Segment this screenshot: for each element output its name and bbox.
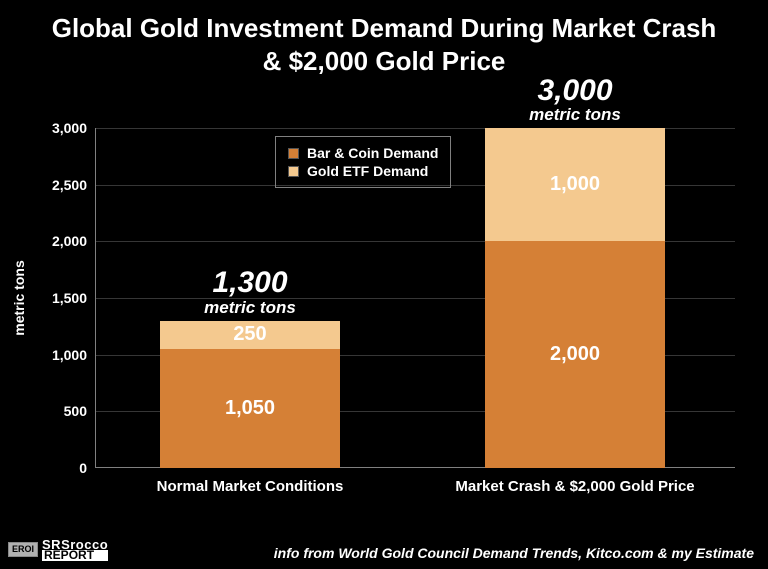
x-category-label: Market Crash & $2,000 Gold Price [425,478,725,495]
y-tick-label: 2,000 [42,233,87,249]
eroi-badge: EROI [8,542,38,557]
chart-plot-area: metric tons 05001,0001,5002,0002,5003,00… [95,128,735,468]
legend-item: Gold ETF Demand [288,163,438,179]
legend-swatch [288,148,299,159]
bar-total-label: 3,000metric tons [485,75,665,124]
bar-total-label: 1,300metric tons [160,267,340,316]
source-note: info from World Gold Council Demand Tren… [274,545,754,561]
brand-name-bottom: REPORT [42,550,108,561]
legend-label: Gold ETF Demand [307,163,428,179]
legend: Bar & Coin Demand Gold ETF Demand [275,136,451,188]
y-axis-label: metric tons [11,260,27,335]
chart-title: Global Gold Investment Demand During Mar… [0,0,768,77]
bar-segment: 1,050 [160,349,340,468]
y-tick-label: 0 [42,460,87,476]
bar-segment: 2,000 [485,241,665,468]
y-tick-label: 3,000 [42,120,87,136]
legend-swatch [288,166,299,177]
y-tick-label: 500 [42,403,87,419]
legend-item: Bar & Coin Demand [288,145,438,161]
legend-label: Bar & Coin Demand [307,145,438,161]
x-category-label: Normal Market Conditions [100,478,400,495]
y-tick-label: 2,500 [42,177,87,193]
bar-segment: 250 [160,321,340,349]
branding-logo: EROI SRSrocco REPORT [8,539,108,561]
bar-segment: 1,000 [485,128,665,241]
y-tick-label: 1,000 [42,347,87,363]
y-axis-line [95,128,96,468]
y-tick-label: 1,500 [42,290,87,306]
